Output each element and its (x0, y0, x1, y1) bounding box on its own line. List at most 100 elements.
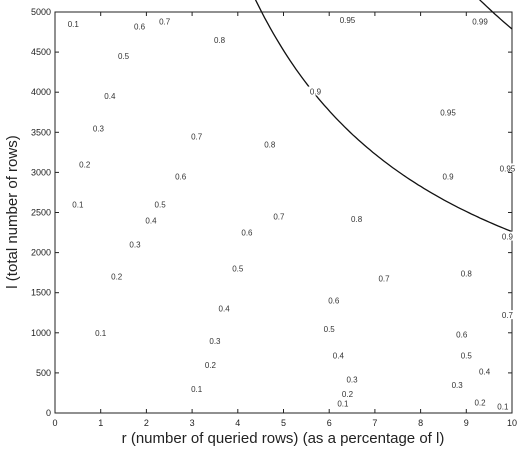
contour-label-0-1: 0.1 (95, 329, 107, 338)
contour-label-bg (217, 303, 232, 313)
contour-label-bg (473, 16, 488, 26)
contour-label-0-7: 0.7 (502, 311, 514, 320)
contour-label-0-7: 0.7 (378, 274, 390, 283)
contour-label-bg (308, 86, 323, 96)
contour-label-bg (207, 335, 222, 345)
contour-label-bg (262, 139, 277, 149)
contour-label-0-4: 0.4 (104, 92, 116, 101)
contour-label-bg (326, 295, 341, 305)
y-tick-label: 1500 (31, 288, 51, 298)
contour-label-bg (203, 359, 218, 369)
contour-label-bg (157, 16, 172, 26)
contour-label-0-95: 0.95 (500, 164, 516, 173)
contour-label-0-8: 0.8 (461, 269, 473, 278)
contour-label-bg (477, 366, 492, 376)
contour-label-bg (500, 310, 515, 320)
contour-label-bg (109, 271, 124, 281)
x-tick-label: 10 (507, 418, 517, 428)
contour-label-0-99: 0.99 (472, 18, 488, 27)
contour-label-bg (441, 107, 456, 117)
contour-label-bg (91, 123, 106, 133)
contour-label-0-8: 0.8 (264, 140, 276, 149)
contour-label-bg (454, 329, 469, 339)
contour-label-bg (377, 273, 392, 283)
contour-label-bg (93, 327, 108, 337)
contour-label-bg (331, 350, 346, 360)
contour-label-0-5: 0.5 (461, 351, 473, 360)
contour-label-bg (173, 171, 188, 181)
contour-label-bg (271, 211, 286, 221)
contour-label-bg (322, 323, 337, 333)
y-tick-label: 5000 (31, 7, 51, 17)
contour-label-bg (345, 374, 360, 384)
contour-label-0-3: 0.3 (452, 381, 464, 390)
contour-label-0-2: 0.2 (79, 160, 91, 169)
contour-label-bg (349, 213, 364, 223)
contour-label-bg (70, 199, 85, 209)
contour-label-bg (212, 35, 227, 45)
y-tick-label: 3000 (31, 167, 51, 177)
x-tick-label: 5 (281, 418, 286, 428)
contour-label-0-3: 0.3 (93, 124, 105, 133)
contour-label-bg (473, 397, 488, 407)
contour-label-0-8: 0.8 (351, 215, 363, 224)
contour-label-0-2: 0.2 (342, 390, 354, 399)
contour-label-0-7: 0.7 (159, 18, 171, 27)
contour-label-0-95: 0.95 (440, 108, 456, 117)
contour-label-0-95: 0.95 (340, 16, 356, 25)
x-axis-ticks: 0 1 2 3 4 5 6 7 8 9 10 (52, 12, 517, 428)
contour-label-bg (143, 215, 158, 225)
x-tick-label: 1 (98, 418, 103, 428)
contour-label-0-1: 0.1 (191, 385, 203, 394)
x-tick-label: 2 (144, 418, 149, 428)
contour-label-0-6: 0.6 (241, 229, 253, 238)
contour-label-bg (66, 19, 81, 29)
contour-lines (254, 0, 513, 233)
y-tick-label: 4500 (31, 47, 51, 57)
contour-label-bg (459, 268, 474, 278)
contour-label-bg (116, 51, 131, 61)
contour-label-0-5: 0.5 (324, 325, 336, 334)
contour-labels: 0.10.10.10.10.1 0.10.20.20.20.20.20.30.30… (66, 15, 516, 412)
contour-label-0-6: 0.6 (456, 330, 468, 339)
contour-label-0-6: 0.6 (175, 172, 187, 181)
contour-label-bg (340, 388, 355, 398)
x-tick-label: 8 (418, 418, 423, 428)
contour-label-0-4: 0.4 (333, 351, 345, 360)
contour-label-bg (77, 159, 92, 169)
contour-label-0-4: 0.4 (479, 367, 491, 376)
contour-label-bg (335, 398, 350, 408)
x-tick-label: 0 (52, 418, 57, 428)
contour-label-0-7: 0.7 (273, 213, 285, 222)
contour-label-0-1: 0.1 (72, 200, 84, 209)
y-tick-label: 0 (46, 408, 51, 418)
contour-label-bg (127, 239, 142, 249)
contour-label-0-9: 0.9 (442, 172, 454, 181)
contour-label-0-9: 0.9 (310, 87, 322, 96)
contour-label-bg (239, 227, 254, 237)
contour-label-bg (189, 131, 204, 141)
x-tick-label: 9 (464, 418, 469, 428)
contour-label-0-2: 0.2 (205, 361, 217, 370)
contour-label-0-6: 0.6 (328, 297, 340, 306)
contour-label-0-4: 0.4 (145, 217, 157, 226)
contour-label-bg (459, 350, 474, 360)
contour-label-0-3: 0.3 (346, 375, 358, 384)
contour-line-0-1 (254, 0, 513, 233)
contour-label-bg (153, 199, 168, 209)
y-axis-ticks: 0 500 1000 1500 2000 2500 3000 3500 4000 4500 5000 (31, 7, 512, 418)
y-tick-label: 500 (36, 368, 51, 378)
contour-label-0-3: 0.3 (209, 337, 221, 346)
contour-label-0-2: 0.2 (111, 273, 123, 282)
contour-label-bg (102, 91, 117, 101)
contour-label-bg (230, 263, 245, 273)
y-axis-label: l (total number of rows) (4, 135, 21, 288)
contour-label-0-5: 0.5 (155, 200, 167, 209)
contour-label-0-3: 0.3 (129, 241, 141, 250)
contour-label-0-1: 0.1 (497, 403, 509, 412)
contour-label-bg (441, 171, 456, 181)
contour-label-0-1: 0.1 (68, 20, 80, 29)
contour-label-bg (500, 231, 515, 241)
y-tick-label: 1000 (31, 328, 51, 338)
